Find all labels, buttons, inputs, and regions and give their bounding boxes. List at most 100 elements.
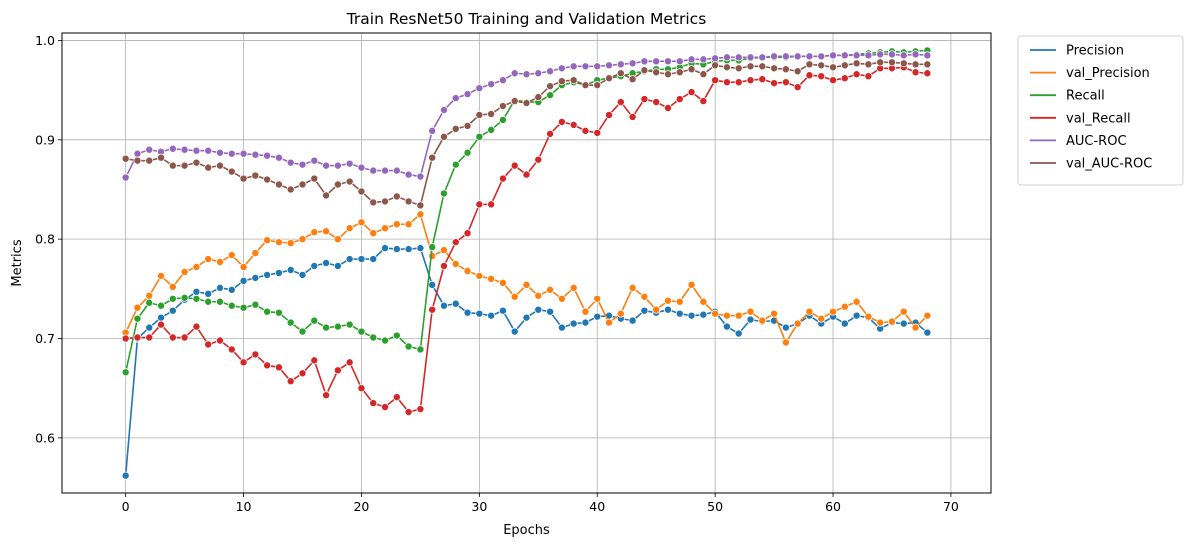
- data-point-val-auc-roc: [298, 180, 307, 189]
- y-tick-label: 1.0: [35, 33, 55, 48]
- data-point-val-auc-roc: [333, 180, 342, 189]
- series-auc-roc: [121, 50, 932, 182]
- data-point-val-precision: [310, 228, 319, 237]
- data-point-val-recall: [923, 69, 932, 78]
- data-point-auc-roc: [675, 57, 684, 66]
- data-point-auc-roc: [711, 54, 720, 63]
- data-point-val-recall: [593, 128, 602, 137]
- data-point-auc-roc: [168, 144, 177, 153]
- data-point-val-precision: [522, 280, 531, 289]
- data-point-auc-roc: [534, 69, 543, 78]
- data-point-val-precision: [180, 267, 189, 276]
- data-point-precision: [239, 276, 248, 285]
- data-point-val-auc-roc: [428, 153, 437, 162]
- data-point-auc-roc: [852, 51, 861, 60]
- data-point-val-recall: [663, 104, 672, 113]
- data-point-val-recall: [546, 129, 555, 138]
- data-point-val-recall: [345, 358, 354, 367]
- data-point-recall: [333, 322, 342, 331]
- data-point-val-precision: [404, 220, 413, 229]
- data-point-val-recall: [640, 95, 649, 104]
- data-point-auc-roc: [428, 126, 437, 135]
- data-point-val-auc-roc: [416, 201, 425, 210]
- chart-title: Train ResNet50 Training and Validation M…: [346, 10, 707, 28]
- data-point-recall: [310, 316, 319, 325]
- data-point-val-precision: [593, 294, 602, 303]
- data-point-auc-roc: [204, 146, 213, 155]
- data-point-val-recall: [274, 363, 283, 372]
- data-point-val-precision: [781, 338, 790, 347]
- data-point-auc-roc: [593, 62, 602, 71]
- data-point-val-auc-roc: [864, 60, 873, 69]
- data-point-val-auc-roc: [439, 132, 448, 141]
- data-point-val-auc-roc: [121, 154, 130, 163]
- data-point-val-precision: [852, 297, 861, 306]
- data-point-recall: [322, 323, 331, 332]
- data-point-val-recall: [121, 334, 130, 343]
- data-point-auc-roc: [652, 57, 661, 66]
- data-point-val-auc-roc: [510, 97, 519, 106]
- data-point-val-auc-roc: [263, 175, 272, 184]
- data-point-auc-roc: [274, 153, 283, 162]
- data-point-precision: [369, 255, 378, 264]
- data-point-precision: [475, 309, 484, 318]
- data-point-val-precision: [357, 218, 366, 227]
- data-point-precision: [263, 270, 272, 279]
- legend-label-precision: Precision: [1066, 44, 1124, 59]
- data-point-val-auc-roc: [369, 198, 378, 207]
- data-point-val-precision: [911, 323, 920, 332]
- data-point-recall: [121, 368, 130, 377]
- data-point-precision: [439, 301, 448, 310]
- data-point-val-recall: [687, 88, 696, 97]
- data-point-recall: [451, 160, 460, 169]
- x-tick-label: 20: [353, 499, 369, 514]
- data-point-precision: [734, 329, 743, 338]
- data-point-precision: [557, 323, 566, 332]
- data-point-recall: [133, 314, 142, 323]
- data-point-val-auc-roc: [722, 63, 731, 72]
- data-point-recall: [369, 333, 378, 342]
- data-point-val-precision: [274, 238, 283, 247]
- legend-label-val-precision: val_Precision: [1066, 66, 1150, 81]
- data-point-val-auc-roc: [133, 156, 142, 165]
- data-point-val-recall: [428, 305, 437, 314]
- data-point-val-auc-roc: [157, 153, 166, 162]
- data-point-recall: [251, 300, 260, 309]
- data-point-val-recall: [734, 78, 743, 87]
- data-point-auc-roc: [817, 52, 826, 61]
- data-point-precision: [157, 313, 166, 322]
- data-point-val-auc-roc: [180, 161, 189, 170]
- data-point-val-recall: [392, 393, 401, 402]
- data-point-val-precision: [333, 235, 342, 244]
- data-point-precision: [663, 305, 672, 314]
- data-point-val-precision: [298, 235, 307, 244]
- data-point-val-recall: [817, 72, 826, 81]
- data-point-val-precision: [569, 283, 578, 292]
- legend-label-auc-roc: AUC-ROC: [1066, 134, 1127, 149]
- data-point-auc-roc: [663, 57, 672, 66]
- data-point-val-precision: [145, 291, 154, 300]
- data-point-val-precision: [381, 224, 390, 233]
- data-point-val-auc-roc: [852, 59, 861, 68]
- data-point-val-auc-roc: [286, 185, 295, 194]
- data-point-precision: [345, 255, 354, 264]
- data-point-val-auc-roc: [522, 99, 531, 108]
- data-point-recall: [168, 294, 177, 303]
- data-point-auc-roc: [522, 70, 531, 79]
- data-point-val-auc-roc: [616, 69, 625, 78]
- data-point-val-precision: [322, 227, 331, 236]
- data-point-val-precision: [239, 262, 248, 271]
- y-tick-label: 0.6: [35, 430, 55, 445]
- data-point-recall: [404, 342, 413, 351]
- data-point-val-precision: [663, 296, 672, 305]
- data-point-val-auc-roc: [711, 61, 720, 70]
- data-point-precision: [168, 306, 177, 315]
- data-point-val-precision: [546, 285, 555, 294]
- data-point-auc-roc: [640, 57, 649, 66]
- legend-label-val-auc-roc: val_AUC-ROC: [1066, 157, 1152, 172]
- data-point-val-auc-roc: [687, 65, 696, 74]
- data-point-auc-roc: [793, 52, 802, 61]
- data-point-precision: [498, 306, 507, 315]
- data-point-precision: [227, 285, 236, 294]
